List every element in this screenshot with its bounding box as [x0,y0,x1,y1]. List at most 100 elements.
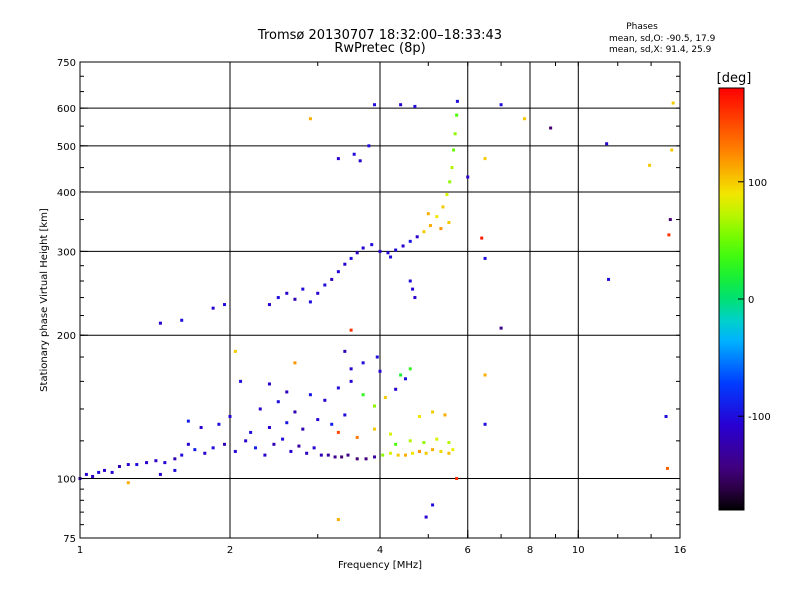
data-point [408,279,412,283]
data-point [84,472,88,476]
x-tick-label: 8 [527,545,533,556]
data-point [343,262,347,266]
data-point [439,449,443,453]
x-tick-label: 16 [674,545,687,556]
data-point [223,442,227,446]
data-point [452,148,456,152]
data-point [323,398,327,402]
data-point [186,442,190,446]
data-point [316,418,320,422]
data-point [399,103,403,107]
data-point [343,349,347,353]
data-point [173,468,177,472]
data-point [312,446,316,450]
data-point [447,441,451,445]
data-point [445,193,449,197]
data-point [289,449,293,453]
data-point [455,477,459,481]
data-point [403,377,407,381]
data-point [267,303,271,307]
data-point [258,407,262,411]
data-point [447,221,451,225]
data-point [272,442,276,446]
data-point [447,451,451,455]
data-point [293,410,297,414]
data-point [244,439,248,443]
data-point [401,244,405,248]
data-point [97,470,101,474]
data-point [389,451,393,455]
data-point [352,152,356,156]
data-point [483,422,487,426]
data-point [110,470,114,474]
data-point [361,361,365,365]
data-point [435,437,439,441]
data-point [330,422,334,426]
y-axis-label: Stationary phase Virtual Height [km] [39,208,50,392]
data-point [349,256,353,260]
data-point [308,117,312,121]
data-point [499,326,503,330]
data-point [346,453,350,457]
data-point [417,449,421,453]
data-point [145,461,149,465]
data-point [499,103,503,107]
y-tick-label: 75 [63,534,76,545]
data-point [403,453,407,457]
data-point [417,414,421,418]
data-point [223,303,227,307]
data-point [336,386,340,390]
data-point [411,287,415,291]
data-point [308,300,312,304]
data-point [394,387,398,391]
data-point [381,453,385,457]
data-point [285,421,289,425]
data-point [249,430,253,434]
colorbar-tick-label: -100 [748,412,771,423]
data-point [667,233,671,237]
data-point [361,246,365,250]
data-point [358,159,362,163]
data-point [455,99,459,103]
data-point [301,427,305,431]
data-point [336,518,340,522]
data-point [323,283,327,287]
data-point [173,457,177,461]
x-tick-label: 4 [377,545,383,556]
data-point [253,446,257,450]
data-point [355,435,359,439]
data-point [343,413,347,417]
colorbar-label: [deg] [717,71,752,86]
data-point [163,461,167,465]
data-point [389,432,393,436]
data-point [453,132,457,136]
data-point [333,455,337,459]
y-tick-label: 200 [57,331,76,342]
data-point [415,235,419,239]
plot-frame [79,61,681,539]
data-point [180,453,184,457]
data-point [431,448,435,452]
data-point [431,410,435,414]
data-point [199,425,203,429]
data-point [203,451,207,455]
chart-subtitle: RwPretec (8p) [334,41,425,56]
data-point [297,444,301,448]
data-point [233,349,237,353]
data-point [424,451,428,455]
data-point [355,251,359,255]
data-point [483,157,487,161]
data-point [267,425,271,429]
y-tick-label: 500 [57,142,76,153]
data-point [422,230,426,234]
data-point [668,218,672,222]
data-point [373,455,377,459]
data-point [211,446,215,450]
data-point [367,144,371,148]
data-point [665,466,669,470]
data-point [91,474,95,478]
data-point [308,393,312,397]
data-point [103,468,107,472]
data-point [281,437,285,441]
